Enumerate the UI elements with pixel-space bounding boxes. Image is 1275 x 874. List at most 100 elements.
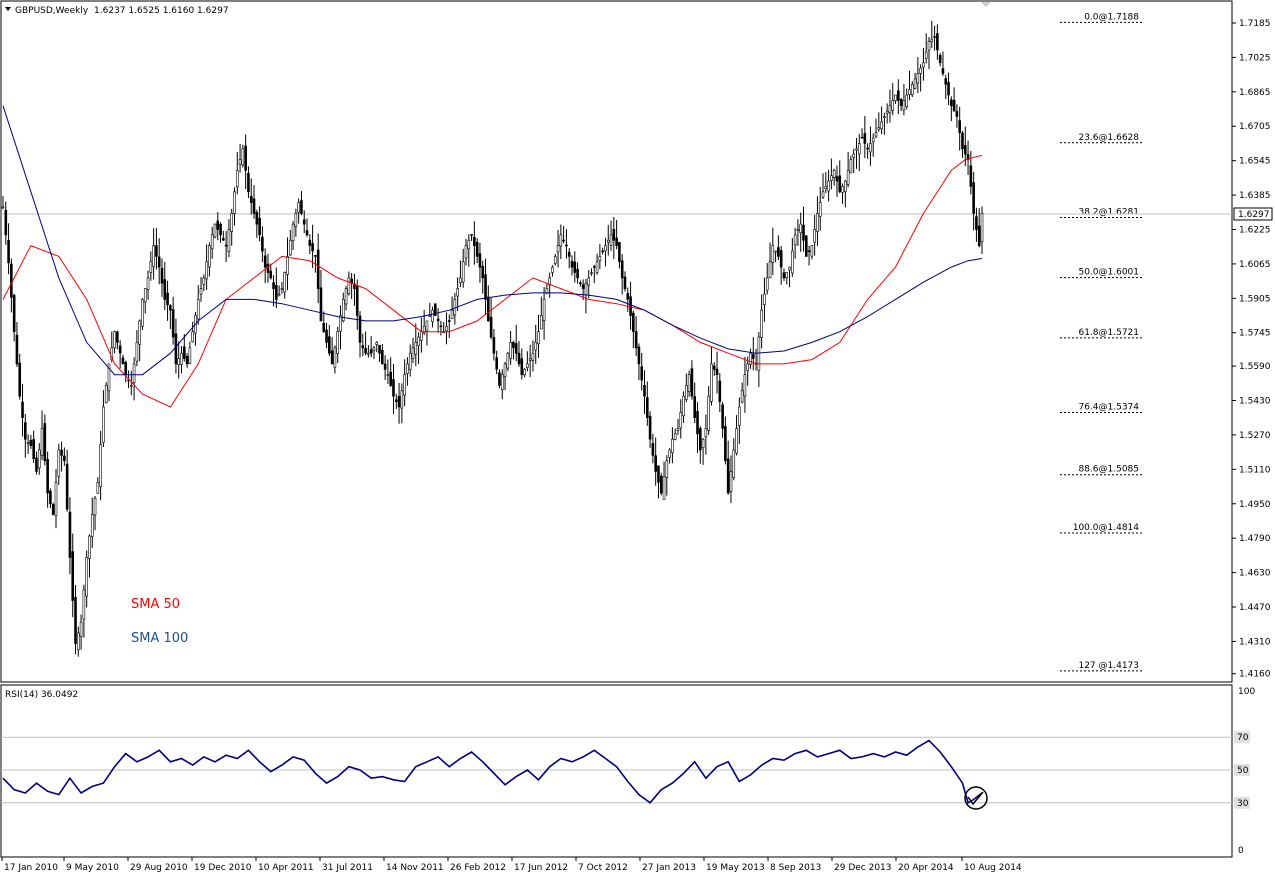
time-tick-label: 29 Aug 2010 <box>130 863 188 873</box>
price-bar-body <box>411 347 415 359</box>
price-bar-body <box>682 395 685 417</box>
price-bar-body <box>950 99 953 107</box>
price-bar-body <box>495 357 498 370</box>
price-bar-body <box>252 198 256 214</box>
rsi-level-tag <box>1234 796 1250 809</box>
price-bar-body <box>927 40 931 51</box>
price-bar-body <box>955 111 959 117</box>
price-bar-body <box>46 459 49 494</box>
price-bar-body <box>163 279 167 300</box>
price-bar-body <box>517 352 521 365</box>
price-bar-body <box>509 342 512 359</box>
price-bar-body <box>559 234 563 247</box>
price-bar-body <box>855 148 858 151</box>
price-bar-body <box>581 284 585 289</box>
shift-marker-icon[interactable] <box>981 2 991 7</box>
price-bar-body <box>609 234 613 246</box>
price-bar-body <box>302 219 306 225</box>
time-tick-label: 17 Jun 2012 <box>514 863 568 873</box>
price-y-tick-label: 1.4630 <box>1239 569 1271 579</box>
price-bar-body <box>487 296 490 322</box>
time-tick-label: 20 Apr 2014 <box>898 863 954 873</box>
price-bar-body <box>450 309 454 320</box>
price-bar-body <box>328 336 331 354</box>
price-bar-body <box>219 224 222 236</box>
price-bar-body <box>74 597 77 644</box>
price-bar-body <box>793 234 797 246</box>
rsi-levels: 70 50 30 <box>1 731 1250 809</box>
price-bar-body <box>542 299 546 322</box>
rsi-line <box>2 739 983 805</box>
price-bar-body <box>718 380 722 402</box>
price-bar-body <box>673 433 677 440</box>
price-bar-body <box>130 385 133 387</box>
price-bar-body <box>235 170 239 188</box>
price-bar-body <box>439 325 443 328</box>
price-bar-body <box>389 371 392 386</box>
price-bar-body <box>51 504 55 515</box>
price-y-tick-label: 1.4950 <box>1239 500 1271 510</box>
price-bar-body <box>540 315 543 330</box>
chart-ohlc-values: 1.6237 1.6525 1.6160 1.6297 <box>94 6 229 16</box>
price-bar-body <box>21 401 24 419</box>
price-bar-body <box>966 154 970 160</box>
price-bar-body <box>364 348 367 354</box>
price-bar-body <box>941 68 945 74</box>
price-bar-body <box>96 481 100 494</box>
price-bar-body <box>394 399 398 402</box>
price-bar-body <box>263 255 267 268</box>
sma-50-line <box>2 154 983 408</box>
time-tick-label: 9 May 2010 <box>66 863 119 873</box>
price-bar-body <box>590 272 593 274</box>
price-bar-body <box>344 288 348 305</box>
price-bar-body <box>514 343 518 354</box>
time-axis: 17 Jan 2010 9 May 2010 29 Aug 2010 19 Dec 2… <box>1 857 1022 873</box>
price-bar-body <box>659 475 663 494</box>
price-bar-body <box>548 277 551 286</box>
price-bar-body <box>774 250 777 253</box>
price-bar-body <box>422 325 426 334</box>
price-bar-body <box>15 334 19 365</box>
price-bar-body <box>336 331 340 354</box>
price-bar-body <box>523 369 526 376</box>
price-bar-body <box>813 229 816 243</box>
price-bar-body <box>899 98 903 107</box>
price-bar-body <box>779 250 783 268</box>
price-y-tick-label: 1.4470 <box>1239 603 1271 613</box>
price-bar-body <box>863 133 867 144</box>
price-bar-body <box>286 256 289 275</box>
price-bar-body <box>79 621 83 637</box>
price-bar-body <box>526 363 529 368</box>
price-bar-body <box>149 261 153 273</box>
price-bar-body <box>874 132 878 137</box>
time-tick-label: 8 Sep 2013 <box>770 863 821 873</box>
price-bar-body <box>534 342 538 351</box>
price-bar-body <box>300 200 303 214</box>
rsi-y-tick-100: 100 <box>1238 687 1255 697</box>
price-bar-body <box>124 362 128 375</box>
fib-level-label: 0.0@1.7188 <box>1084 12 1139 22</box>
collapse-arrow-icon[interactable] <box>5 7 11 11</box>
price-bar-body <box>489 316 493 338</box>
price-bar-body <box>782 272 786 279</box>
price-bar-body <box>729 471 733 492</box>
fib-level-label: 100.0@1.4814 <box>1073 523 1140 533</box>
price-bar-body <box>980 213 984 243</box>
price-bar-body <box>506 352 510 369</box>
price-bar-body <box>707 395 710 431</box>
fib-level-label: 61.8@1.5721 <box>1078 328 1139 338</box>
price-bar-body <box>54 481 58 516</box>
price-bar-body <box>113 331 116 349</box>
price-bar-body <box>280 288 284 290</box>
price-bar-body <box>969 165 973 187</box>
price-bar-body <box>841 186 844 193</box>
price-bar-body <box>305 230 309 236</box>
price-bar-body <box>827 180 830 192</box>
price-bar-body <box>804 235 808 257</box>
rsi-annotation-check-icon <box>967 791 984 806</box>
price-bar-body <box>383 363 387 370</box>
price-bar-body <box>40 428 44 456</box>
price-bar-body <box>459 277 462 283</box>
price-bar-body <box>551 266 554 273</box>
price-bar-body <box>428 315 432 317</box>
